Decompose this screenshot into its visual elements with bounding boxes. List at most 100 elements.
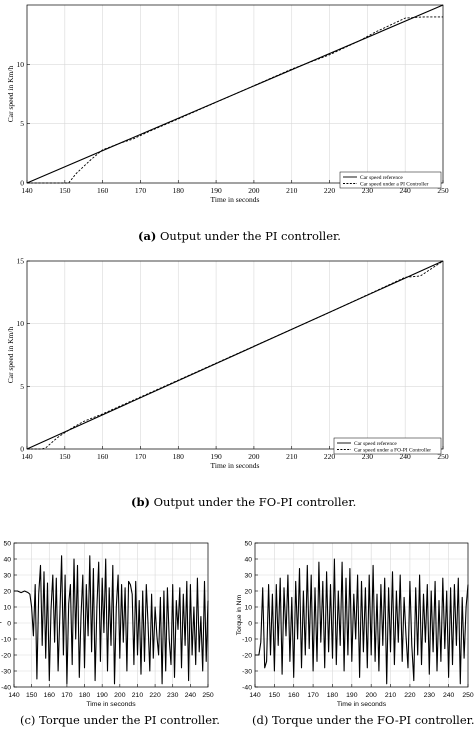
x-axis-label: Time in seconds bbox=[211, 195, 260, 204]
x-tick-label: 210 bbox=[132, 692, 144, 699]
y-tick-label: -10 bbox=[242, 637, 252, 644]
x-tick-label: 250 bbox=[437, 186, 449, 195]
caption-b: (b) Output under the FO-PI controller. bbox=[131, 495, 356, 509]
y-tick-label: 0 bbox=[20, 179, 24, 188]
x-tick-label: 150 bbox=[59, 186, 71, 195]
x-axis-label: Time in seconds bbox=[337, 701, 387, 708]
y-tick-label: 20 bbox=[3, 589, 11, 596]
plot-frame bbox=[26, 4, 444, 184]
x-tick-label: 250 bbox=[202, 692, 214, 699]
y-tick-label: 30 bbox=[244, 573, 252, 580]
y-axis-label: Torque in Nm bbox=[236, 594, 243, 635]
legend-box bbox=[333, 437, 442, 455]
y-axis-label: Car speed in Km/h bbox=[6, 66, 15, 123]
x-axis-label: Time in seconds bbox=[86, 701, 136, 708]
y-tick-label: 40 bbox=[244, 557, 252, 564]
x-tick-label: 160 bbox=[44, 692, 56, 699]
y-tick-label: 0 bbox=[248, 621, 252, 628]
legend-box bbox=[339, 171, 442, 189]
panel-c-torque-pi: 140 150 160 170 180 190 200 210 220 230 240 250-40-… bbox=[0, 541, 214, 709]
series-line-1 bbox=[255, 558, 469, 685]
caption-b-text: Output under the FO-PI controller. bbox=[149, 495, 357, 509]
y-tick-label: -20 bbox=[242, 653, 252, 660]
x-tick-label: 190 bbox=[97, 692, 109, 699]
x-tick-label: 150 bbox=[269, 692, 281, 699]
x-tick-label: 230 bbox=[362, 186, 374, 195]
x-tick-label: 190 bbox=[346, 692, 358, 699]
x-tick-label: 220 bbox=[324, 452, 336, 461]
y-tick-label: 10 bbox=[244, 605, 252, 612]
y-tick-label: -10 bbox=[1, 637, 11, 644]
x-tick-label: 210 bbox=[286, 452, 298, 461]
y-axis-label: Car speed in Km/h bbox=[6, 327, 15, 384]
legend-entry-1: Car speed reference bbox=[360, 174, 403, 181]
x-tick-label: 250 bbox=[437, 452, 449, 461]
x-tick-label: 160 bbox=[288, 692, 300, 699]
y-tick-label: 15 bbox=[17, 257, 25, 266]
x-tick-label: 170 bbox=[61, 692, 73, 699]
x-tick-label: 220 bbox=[149, 692, 161, 699]
legend-entry-2: Car speed under a FO-PI Controller bbox=[354, 448, 431, 454]
x-tick-label: 240 bbox=[443, 692, 455, 699]
series-line-2 bbox=[27, 16, 443, 184]
x-tick-label: 200 bbox=[248, 186, 260, 195]
x-tick-label: 150 bbox=[26, 692, 38, 699]
x-tick-label: 210 bbox=[385, 692, 397, 699]
x-tick-label: 180 bbox=[173, 452, 185, 461]
y-tick-label: 10 bbox=[17, 319, 25, 328]
x-tick-label: 190 bbox=[210, 452, 222, 461]
x-tick-label: 140 bbox=[249, 692, 261, 699]
x-tick-label: 170 bbox=[135, 186, 147, 195]
y-tick-label: 0 bbox=[7, 621, 11, 628]
y-tick-label: 20 bbox=[244, 589, 252, 596]
y-tick-label: 10 bbox=[17, 60, 25, 69]
legend-entry-1: Car speed reference bbox=[354, 440, 397, 447]
legend-entry-2: Car speed under a PI Controller bbox=[360, 182, 429, 188]
x-tick-label: 200 bbox=[114, 692, 126, 699]
x-tick-label: 180 bbox=[327, 692, 339, 699]
y-tick-label: -30 bbox=[242, 669, 252, 676]
series-line-1 bbox=[26, 260, 444, 450]
x-tick-label: 170 bbox=[135, 452, 147, 461]
x-tick-label: 140 bbox=[8, 692, 20, 699]
y-tick-label: 40 bbox=[3, 557, 11, 564]
x-tick-label: 220 bbox=[324, 186, 336, 195]
caption-a: (a) Output under the PI controller. bbox=[138, 229, 341, 243]
x-tick-label: 190 bbox=[210, 186, 222, 195]
y-tick-label: 5 bbox=[20, 382, 24, 391]
y-axis-label: Torque in Nm bbox=[0, 594, 2, 635]
x-tick-label: 200 bbox=[248, 452, 260, 461]
plot-frame bbox=[254, 542, 469, 688]
y-tick-label: -20 bbox=[1, 653, 11, 660]
x-tick-label: 160 bbox=[97, 186, 109, 195]
y-tick-label: 5 bbox=[20, 119, 24, 128]
series-line-2 bbox=[27, 260, 444, 450]
x-tick-label: 240 bbox=[400, 186, 412, 195]
plot-frame bbox=[26, 260, 444, 450]
caption-c: (c) Torque under the PI controller. bbox=[20, 713, 220, 727]
x-axis-label: Time in seconds bbox=[211, 461, 260, 470]
panel-b-output-fopi: 140 150 160 170 180 190 200 210 220 230 240 250 0 5 10… bbox=[6, 257, 449, 471]
y-tick-label: -30 bbox=[1, 669, 11, 676]
x-tick-label: 240 bbox=[185, 692, 197, 699]
x-tick-label: 200 bbox=[366, 692, 378, 699]
x-tick-label: 210 bbox=[286, 186, 298, 195]
y-tick-label: 30 bbox=[3, 573, 11, 580]
panel-d-torque-fopi: 140 150 160 170 180 190 200 210 220 230 240 250-40-… bbox=[236, 541, 474, 709]
caption-a-text: Output under the PI controller. bbox=[156, 229, 341, 243]
x-tick-label: 140 bbox=[21, 452, 33, 461]
panel-a-output-pi: 140 150 160 170 180 190 200 210 220 230 240 250 0 5 10… bbox=[6, 4, 449, 204]
x-tick-label: 160 bbox=[97, 452, 109, 461]
x-tick-label: 240 bbox=[400, 452, 412, 461]
x-tick-label: 150 bbox=[59, 452, 71, 461]
caption-b-letter: (b) bbox=[131, 495, 150, 509]
x-tick-label: 230 bbox=[167, 692, 179, 699]
caption-d: (d) Torque under the FO-PI controller. bbox=[252, 713, 474, 727]
x-tick-label: 220 bbox=[404, 692, 416, 699]
y-tick-label: 10 bbox=[3, 605, 11, 612]
series-line-1 bbox=[14, 555, 209, 685]
y-tick-label: -40 bbox=[1, 685, 11, 692]
caption-a-letter: (a) bbox=[138, 229, 157, 243]
x-tick-label: 230 bbox=[424, 692, 436, 699]
x-tick-label: 180 bbox=[79, 692, 91, 699]
